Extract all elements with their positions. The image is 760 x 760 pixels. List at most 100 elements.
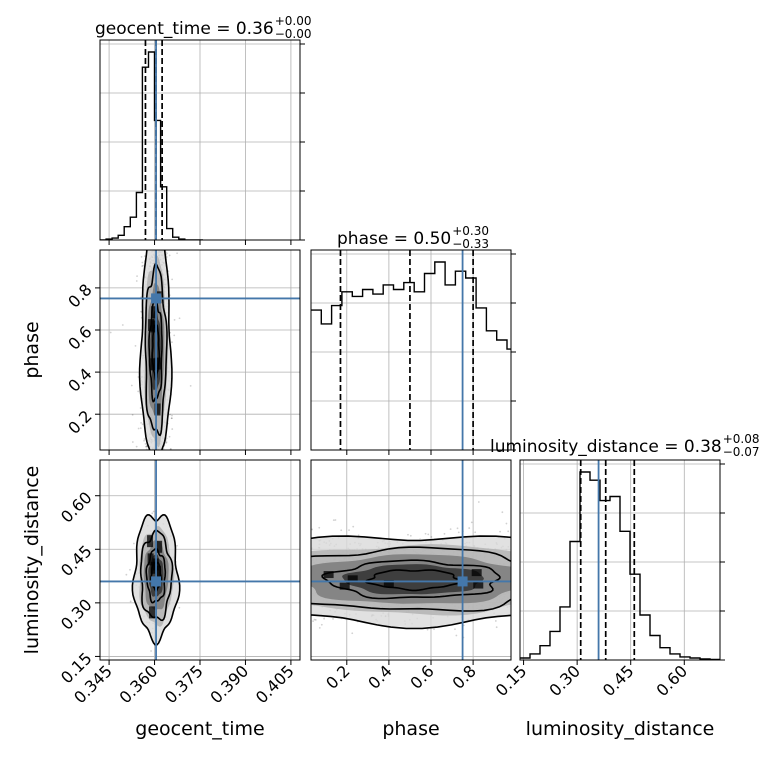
sample-point [454, 628, 456, 631]
axes-frame [519, 459, 721, 661]
sample-point [323, 617, 325, 620]
sample-point [357, 534, 360, 537]
contour-line [145, 547, 167, 604]
sample-point [176, 544, 178, 547]
density-core [154, 565, 161, 578]
truth-marker [151, 293, 162, 304]
sample-point [426, 628, 429, 631]
contour-line [311, 535, 511, 630]
sample-point [136, 275, 138, 278]
sample-point [173, 334, 176, 337]
y-tick-label: 0.2 [64, 406, 95, 437]
title-lower-error: −0.33 [452, 237, 489, 251]
sample-point [129, 568, 131, 571]
density-group [311, 535, 548, 630]
sample-point [170, 417, 173, 420]
sample-point [173, 318, 176, 321]
x-tick-label: 0.45 [599, 661, 638, 700]
sample-point [140, 310, 143, 313]
grid-layer [100, 40, 720, 660]
sample-point [169, 413, 171, 416]
sample-point [409, 534, 412, 537]
histogram-group [520, 460, 720, 660]
sample-point [151, 512, 154, 515]
sample-point [430, 536, 433, 538]
truth-group [100, 460, 300, 660]
sample-point [125, 573, 128, 576]
contour-line [148, 298, 163, 403]
sample-point [313, 618, 316, 621]
sample-point [332, 618, 334, 620]
x-tick-label: 0.405 [252, 661, 298, 707]
x-axis-label-phase: phase [382, 718, 439, 740]
density-core [538, 573, 548, 580]
x-axis-label-geocent_time: geocent_time [135, 718, 264, 740]
axes-frame [310, 459, 512, 661]
title-upper-error: +0.08 [723, 432, 760, 446]
density-core [339, 582, 350, 590]
sample-point [455, 634, 458, 637]
x-tick-label: 0.60 [652, 661, 691, 700]
density-core [383, 580, 394, 588]
y-axis-label-phase: phase [21, 321, 43, 378]
x-tick-label: 0.390 [206, 661, 252, 707]
sample-point [320, 623, 323, 626]
sample-point [433, 628, 435, 631]
sample-point [314, 618, 317, 621]
sample-point [499, 530, 501, 533]
sample-point [168, 435, 171, 438]
contour-line [151, 324, 161, 381]
sample-point [165, 441, 168, 444]
sample-point [334, 519, 337, 521]
y-tick-label: 0.45 [57, 542, 96, 581]
sample-point [132, 542, 135, 545]
density-band [342, 564, 484, 595]
sample-point [332, 519, 335, 522]
sample-point [166, 252, 168, 255]
sample-point [168, 254, 171, 257]
sample-point [170, 417, 173, 420]
sample-point [139, 407, 142, 409]
sample-point [178, 317, 181, 320]
sample-point [152, 510, 155, 513]
histogram-luminosity_distance [520, 471, 720, 660]
x-tick-label: 0.4 [364, 661, 395, 692]
sample-point [150, 650, 152, 652]
sample-point [501, 511, 504, 514]
density-core [347, 575, 358, 583]
sample-point [137, 427, 140, 430]
axes-frame [310, 249, 512, 451]
title-lower-error: −0.00 [275, 27, 312, 41]
density-core [156, 540, 163, 553]
text-layer: 0.345 0.360 0.375 0.390 0.405geocent_time0.2… [21, 14, 759, 740]
sample-point [449, 528, 452, 530]
sample-point [135, 280, 138, 282]
sample-point [494, 620, 497, 622]
density-core [323, 571, 334, 579]
histogram-geocent_time [100, 51, 203, 240]
title-luminosity_distance: luminosity_distance = 0.38 [490, 437, 722, 457]
sample-point [340, 529, 343, 532]
sample-point [352, 525, 355, 528]
sample-point [468, 527, 471, 529]
title-phase: phase = 0.50 [337, 229, 451, 249]
sample-point [318, 626, 321, 629]
sample-point [457, 531, 460, 534]
sample-point [318, 526, 321, 529]
sample-point [140, 255, 143, 258]
x-axis-label-luminosity_distance: luminosity_distance [526, 718, 715, 740]
sample-point [141, 423, 144, 426]
x-tick-label: 0.30 [545, 661, 584, 700]
sample-point [130, 384, 133, 387]
sample-point [143, 439, 145, 442]
title-upper-error: +0.30 [452, 224, 489, 238]
sample-point [165, 437, 168, 440]
y-axis-label-luminosity_distance: luminosity_distance [21, 466, 43, 655]
density-core [149, 606, 156, 619]
contour-line [138, 250, 173, 450]
sample-point [351, 632, 354, 635]
sample-point [142, 264, 144, 267]
sample-point [189, 384, 192, 387]
sample-point [145, 445, 148, 448]
sample-point [470, 521, 473, 524]
